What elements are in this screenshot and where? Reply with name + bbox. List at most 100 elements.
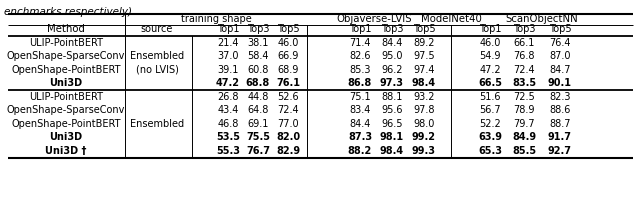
Text: 98.4: 98.4 bbox=[380, 146, 404, 156]
Text: Top1: Top1 bbox=[217, 25, 239, 35]
Text: 82.0: 82.0 bbox=[276, 132, 300, 142]
Text: 66.1: 66.1 bbox=[513, 38, 534, 48]
Text: 77.0: 77.0 bbox=[277, 119, 299, 129]
Text: 76.1: 76.1 bbox=[276, 78, 300, 88]
Text: 95.6: 95.6 bbox=[381, 105, 403, 115]
Text: 69.1: 69.1 bbox=[247, 119, 269, 129]
Text: Top3: Top3 bbox=[247, 25, 269, 35]
Text: 86.8: 86.8 bbox=[348, 78, 372, 88]
Text: 63.9: 63.9 bbox=[478, 132, 502, 142]
Text: Top3: Top3 bbox=[513, 25, 535, 35]
Text: 97.8: 97.8 bbox=[413, 105, 435, 115]
Text: Uni3D: Uni3D bbox=[49, 132, 83, 142]
Text: Method: Method bbox=[47, 25, 85, 35]
Text: 54.9: 54.9 bbox=[479, 51, 500, 61]
Text: 98.4: 98.4 bbox=[412, 78, 436, 88]
Text: Top5: Top5 bbox=[413, 25, 435, 35]
Text: 85.5: 85.5 bbox=[512, 146, 536, 156]
Text: Top1: Top1 bbox=[479, 25, 501, 35]
Text: ScanObjectNN: ScanObjectNN bbox=[506, 14, 579, 24]
Text: 79.7: 79.7 bbox=[513, 119, 535, 129]
Text: Uni3D †: Uni3D † bbox=[45, 146, 86, 156]
Text: 58.4: 58.4 bbox=[247, 51, 269, 61]
Text: 82.6: 82.6 bbox=[349, 51, 371, 61]
Text: 47.2: 47.2 bbox=[216, 78, 240, 88]
Text: 89.2: 89.2 bbox=[413, 38, 435, 48]
Text: 68.9: 68.9 bbox=[277, 65, 299, 75]
Text: 84.4: 84.4 bbox=[381, 38, 403, 48]
Text: 72.4: 72.4 bbox=[277, 105, 299, 115]
Text: 53.5: 53.5 bbox=[216, 132, 240, 142]
Text: 71.4: 71.4 bbox=[349, 38, 371, 48]
Text: 46.0: 46.0 bbox=[277, 38, 299, 48]
Text: Top3: Top3 bbox=[381, 25, 403, 35]
Text: 76.8: 76.8 bbox=[513, 51, 535, 61]
Text: 96.5: 96.5 bbox=[381, 119, 403, 129]
Text: 52.6: 52.6 bbox=[277, 92, 299, 102]
Text: Objaverse-LVIS: Objaverse-LVIS bbox=[336, 14, 412, 24]
Text: Top5: Top5 bbox=[548, 25, 572, 35]
Text: source: source bbox=[141, 25, 173, 35]
Text: 56.7: 56.7 bbox=[479, 105, 501, 115]
Text: 82.3: 82.3 bbox=[549, 92, 571, 102]
Text: training shape: training shape bbox=[180, 14, 252, 24]
Text: 46.0: 46.0 bbox=[479, 38, 500, 48]
Text: 88.2: 88.2 bbox=[348, 146, 372, 156]
Text: Uni3D: Uni3D bbox=[49, 78, 83, 88]
Text: 66.5: 66.5 bbox=[478, 78, 502, 88]
Text: 83.5: 83.5 bbox=[512, 78, 536, 88]
Text: 75.1: 75.1 bbox=[349, 92, 371, 102]
Text: 76.7: 76.7 bbox=[246, 146, 270, 156]
Text: 97.4: 97.4 bbox=[413, 65, 435, 75]
Text: 78.9: 78.9 bbox=[513, 105, 535, 115]
Text: 55.3: 55.3 bbox=[216, 146, 240, 156]
Text: 51.6: 51.6 bbox=[479, 92, 500, 102]
Text: 98.0: 98.0 bbox=[413, 119, 435, 129]
Text: 65.3: 65.3 bbox=[478, 146, 502, 156]
Text: 87.3: 87.3 bbox=[348, 132, 372, 142]
Text: 38.1: 38.1 bbox=[247, 38, 269, 48]
Text: 43.4: 43.4 bbox=[218, 105, 239, 115]
Text: Top1: Top1 bbox=[349, 25, 371, 35]
Text: OpenShape-PointBERT: OpenShape-PointBERT bbox=[12, 119, 121, 129]
Text: OpenShape-PointBERT: OpenShape-PointBERT bbox=[12, 65, 121, 75]
Text: 91.7: 91.7 bbox=[548, 132, 572, 142]
Text: 96.2: 96.2 bbox=[381, 65, 403, 75]
Text: 64.8: 64.8 bbox=[247, 105, 269, 115]
Text: 66.9: 66.9 bbox=[277, 51, 299, 61]
Text: 88.7: 88.7 bbox=[549, 119, 571, 129]
Text: 72.4: 72.4 bbox=[513, 65, 535, 75]
Text: 60.8: 60.8 bbox=[247, 65, 269, 75]
Text: 21.4: 21.4 bbox=[217, 38, 239, 48]
Text: 84.4: 84.4 bbox=[349, 119, 371, 129]
Text: 68.8: 68.8 bbox=[246, 78, 270, 88]
Text: Ensembled
(no LVIS): Ensembled (no LVIS) bbox=[130, 51, 184, 75]
Text: ULIP-PointBERT: ULIP-PointBERT bbox=[29, 38, 103, 48]
Text: ULIP-PointBERT: ULIP-PointBERT bbox=[29, 92, 103, 102]
Text: 84.7: 84.7 bbox=[549, 65, 571, 75]
Text: 92.7: 92.7 bbox=[548, 146, 572, 156]
Text: 87.0: 87.0 bbox=[549, 51, 571, 61]
Text: OpenShape-SparseConv: OpenShape-SparseConv bbox=[7, 105, 125, 115]
Text: 39.1: 39.1 bbox=[218, 65, 239, 75]
Text: 98.1: 98.1 bbox=[380, 132, 404, 142]
Text: 47.2: 47.2 bbox=[479, 65, 501, 75]
Text: 88.1: 88.1 bbox=[381, 92, 403, 102]
Text: 84.9: 84.9 bbox=[512, 132, 536, 142]
Text: 95.0: 95.0 bbox=[381, 51, 403, 61]
Text: 93.2: 93.2 bbox=[413, 92, 435, 102]
Text: 85.3: 85.3 bbox=[349, 65, 371, 75]
Text: 88.6: 88.6 bbox=[549, 105, 571, 115]
Text: 72.5: 72.5 bbox=[513, 92, 535, 102]
Text: 90.1: 90.1 bbox=[548, 78, 572, 88]
Text: 52.2: 52.2 bbox=[479, 119, 501, 129]
Text: 37.0: 37.0 bbox=[217, 51, 239, 61]
Text: 76.4: 76.4 bbox=[549, 38, 571, 48]
Text: Ensembled: Ensembled bbox=[130, 119, 184, 129]
Text: 99.3: 99.3 bbox=[412, 146, 436, 156]
Text: 44.8: 44.8 bbox=[247, 92, 269, 102]
Text: 26.8: 26.8 bbox=[217, 92, 239, 102]
Text: ModelNet40: ModelNet40 bbox=[420, 14, 481, 24]
Text: 75.5: 75.5 bbox=[246, 132, 270, 142]
Text: enchmarks respectively): enchmarks respectively) bbox=[4, 7, 132, 17]
